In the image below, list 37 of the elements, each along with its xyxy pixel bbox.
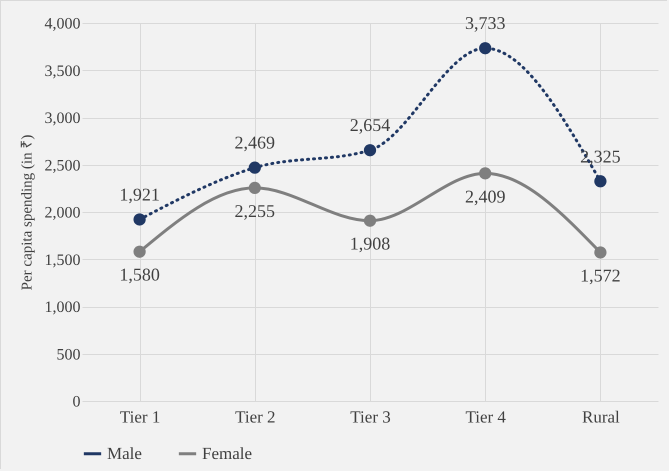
x-tick-label: Tier 1 — [120, 408, 160, 426]
y-axis-title: Per capita spending (in ₹) — [20, 134, 36, 290]
y-tick-label: 1,000 — [44, 299, 80, 316]
data-label: 1,921 — [119, 184, 160, 204]
point — [248, 162, 261, 174]
y-tick-label: 3,500 — [44, 62, 80, 80]
point — [248, 182, 261, 194]
data-label: 2,255 — [234, 200, 276, 221]
point — [479, 167, 492, 180]
y-tick-label: 3,000 — [44, 110, 80, 127]
data-label: 1,572 — [580, 265, 621, 286]
data-label: 2,409 — [464, 186, 506, 206]
data-label: 2,325 — [580, 146, 621, 166]
point — [594, 175, 607, 188]
y-tick-label: 2,000 — [44, 204, 80, 222]
y-tick-label: 4,000 — [44, 16, 80, 32]
data-label: 2,469 — [234, 132, 276, 153]
point — [364, 144, 376, 156]
data-label: 3,733 — [464, 13, 506, 34]
data-label: 1,908 — [350, 234, 390, 254]
x-tick-label: Rural — [582, 408, 620, 426]
point — [364, 214, 376, 227]
legend-label: Female — [202, 444, 252, 463]
y-tick-label: 2,500 — [44, 157, 80, 174]
data-label: 1,580 — [119, 264, 160, 285]
point — [133, 213, 146, 226]
x-tick-label: Tier 4 — [465, 408, 506, 426]
y-tick-label: 1,500 — [44, 252, 80, 269]
point — [133, 246, 146, 258]
data-label: 2,654 — [350, 115, 390, 136]
point — [594, 246, 607, 259]
x-tick-label: Tier 3 — [350, 408, 391, 426]
y-tick-label: 0 — [72, 394, 80, 410]
y-tick-label: 500 — [56, 346, 80, 364]
legend-label: Male — [107, 444, 142, 463]
point — [479, 42, 492, 54]
x-tick-label: Tier 2 — [235, 408, 276, 426]
